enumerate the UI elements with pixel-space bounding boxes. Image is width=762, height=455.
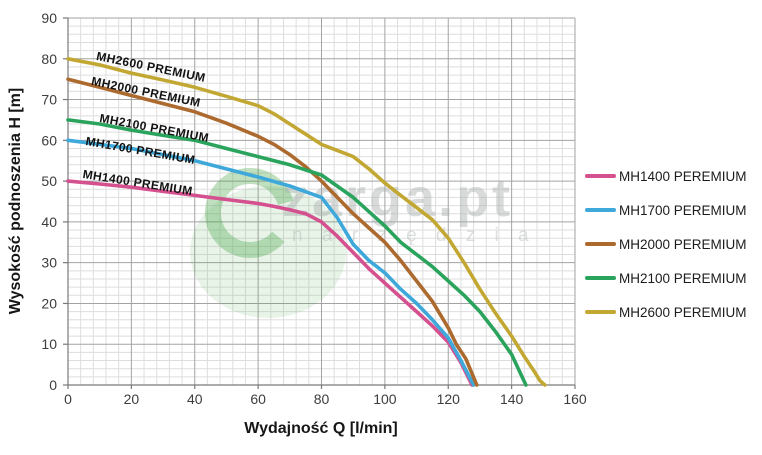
x-tick-label: 120	[437, 391, 461, 407]
legend-label: MH2600 PEREMIUM	[619, 304, 747, 320]
y-axis-title: Wysokość podnoszenia H [m]	[7, 87, 24, 315]
y-tick-label: 40	[41, 214, 57, 230]
y-tick-label: 90	[41, 10, 57, 26]
y-tick-label: 70	[41, 92, 57, 108]
legend-label: MH1700 PEREMIUM	[619, 202, 747, 218]
curve-mh2100	[66, 118, 528, 387]
x-tick-label: 100	[373, 391, 397, 407]
legend-label: MH2000 PEREMIUM	[619, 236, 747, 252]
x-tick-label: 140	[500, 391, 524, 407]
curve-mh1400	[66, 179, 474, 387]
x-tick-label: 80	[314, 391, 330, 407]
y-tick-labels: 0 10 20 30 40 50 60 70 80 90	[41, 10, 57, 393]
y-tick-label: 0	[49, 377, 57, 393]
x-tick-label: 0	[64, 391, 72, 407]
legend-label: MH2100 PEREMIUM	[619, 270, 747, 286]
curve-mh2000	[66, 77, 479, 387]
legend-item: MH2600 PEREMIUM	[585, 302, 747, 322]
curve-mh2600	[66, 56, 547, 387]
y-tick-label: 10	[41, 336, 57, 352]
legend-item: MH1700 PEREMIUM	[585, 200, 747, 220]
legend: MH1400 PEREMIUM MH1700 PEREMIUM MH2000 PER…	[585, 166, 747, 322]
legend-item: MH2000 PEREMIUM	[585, 234, 747, 254]
x-tick-label: 160	[563, 391, 587, 407]
legend-label: MH1400 PEREMIUM	[619, 168, 747, 184]
y-tick-label: 50	[41, 173, 57, 189]
legend-swatch	[585, 242, 616, 246]
x-tick-label: 40	[187, 391, 203, 407]
watermark: zarga.ptn a r z ę d z i a	[190, 168, 529, 318]
legend-swatch	[585, 310, 616, 314]
y-tick-label: 30	[41, 255, 57, 271]
legend-swatch	[585, 174, 616, 178]
x-tick-labels: 0 20 40 60 80 100 120 140 160	[64, 391, 587, 407]
legend-item: MH2100 PEREMIUM	[585, 268, 747, 288]
legend-swatch	[585, 208, 616, 212]
legend-swatch	[585, 276, 616, 280]
y-tick-label: 80	[41, 51, 57, 67]
curve-mh1700	[66, 138, 476, 387]
legend-item: MH1400 PEREMIUM	[585, 166, 747, 186]
x-tick-label: 60	[250, 391, 266, 407]
x-axis-title: Wydajność Q [l/min]	[244, 420, 398, 437]
y-tick-label: 20	[41, 295, 57, 311]
y-tick-label: 60	[41, 132, 57, 148]
watermark-logo-blob	[190, 186, 346, 318]
x-tick-label: 20	[124, 391, 140, 407]
